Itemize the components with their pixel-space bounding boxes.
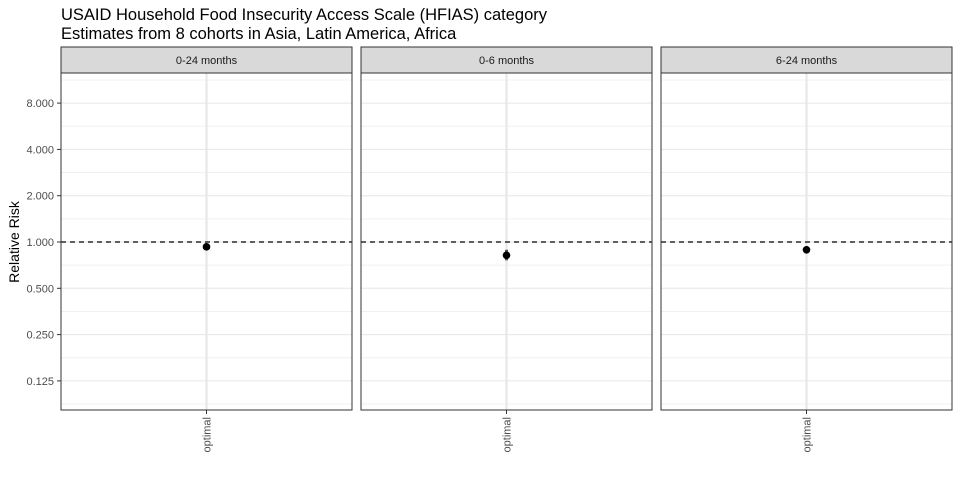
y-tick-label: 0.250: [26, 330, 54, 342]
data-point: [202, 243, 211, 251]
y-tick-label: 0.125: [26, 376, 54, 388]
data-point: [502, 251, 511, 260]
y-tick-label: 1.000: [26, 237, 54, 249]
x-tick-label: optimal: [502, 417, 514, 452]
facet-strip-label: 6-24 months: [776, 55, 838, 67]
facet-panel: 6-24 months optimal: [660, 46, 953, 452]
y-tick-label: 8.000: [26, 98, 54, 110]
facet-panel: 0-24 months optimal: [60, 46, 353, 452]
facet-strip-label: 0-6 months: [479, 55, 535, 67]
y-tick-label: 0.500: [26, 283, 54, 295]
y-tick-label: 2.000: [26, 191, 54, 203]
facet-panel: 0-6 months optimal: [360, 46, 653, 452]
x-tick-label: optimal: [202, 417, 214, 452]
facet-strip: [360, 46, 653, 74]
facet-strip-label: 0-24 months: [176, 55, 238, 67]
chart-subtitle: Estimates from 8 cohorts in Asia, Latin …: [61, 25, 457, 43]
chart-title: USAID Household Food Insecurity Access S…: [61, 6, 548, 24]
x-tick-label: optimal: [802, 417, 814, 452]
y-tick-label: 4.000: [26, 144, 54, 156]
chart-title-block: USAID Household Food Insecurity Access S…: [61, 6, 547, 44]
facet-strip: [660, 46, 953, 74]
data-point: [802, 245, 811, 254]
facet-strip: [60, 46, 353, 74]
